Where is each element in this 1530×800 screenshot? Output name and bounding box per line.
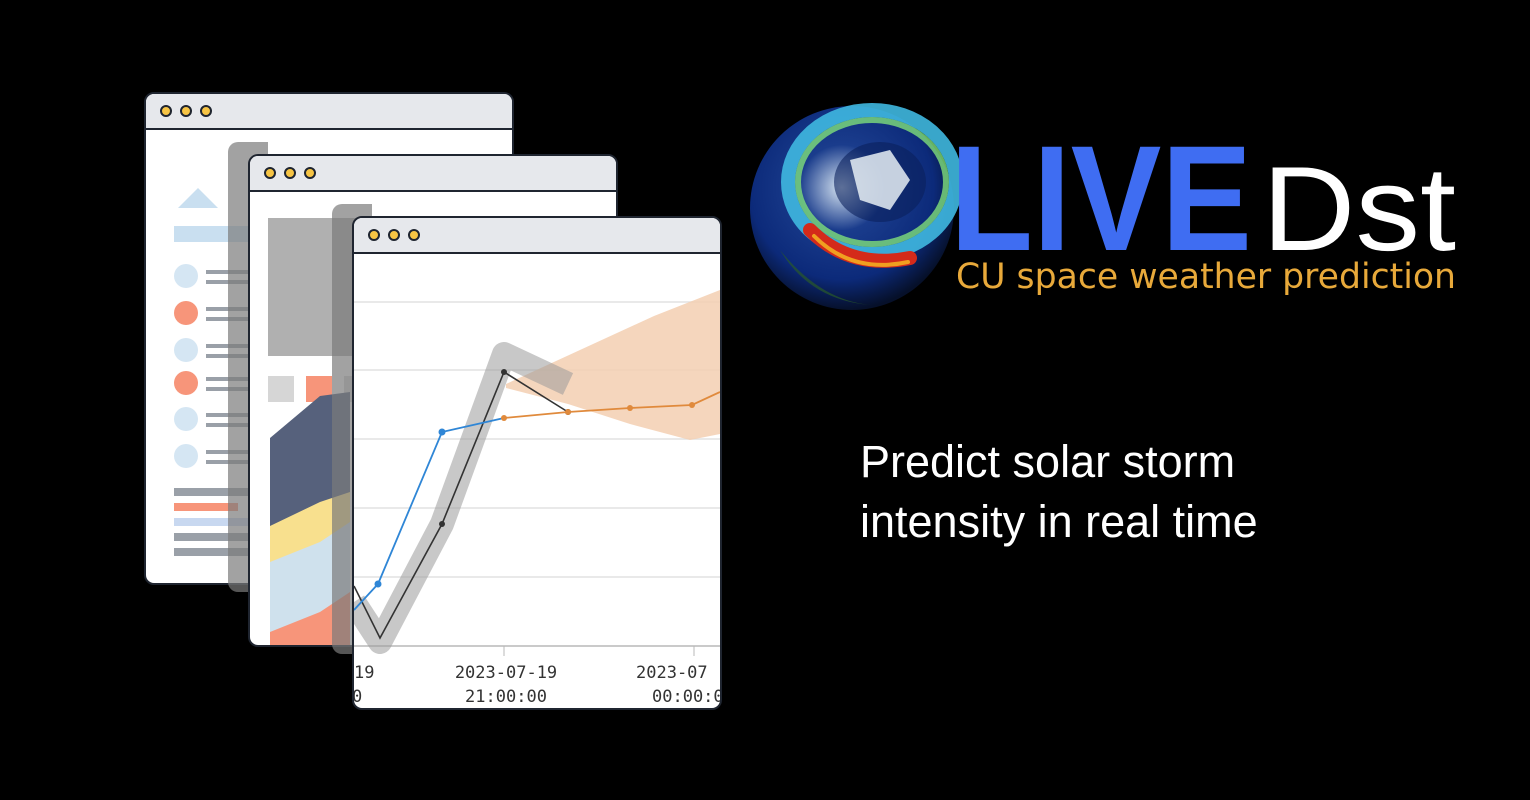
x-tick-label: 2023-07: [636, 663, 708, 683]
window-titlebar: [250, 156, 616, 192]
forecast-point: [627, 405, 633, 411]
x-tick-label: 19: [354, 663, 374, 683]
tagline-line-2: intensity in real time: [860, 496, 1258, 547]
window-titlebar: [146, 94, 512, 130]
brand-name-live: LIVE: [950, 114, 1252, 282]
x-tick-label: 00:00:0: [652, 687, 720, 707]
window-control-dot-icon: [388, 229, 400, 241]
window-control-dot-icon: [304, 167, 316, 179]
window-control-dot-icon: [408, 229, 420, 241]
x-tick-label: 0: [354, 687, 362, 707]
brand-subtitle: CU space weather prediction: [956, 257, 1456, 297]
window-control-dot-icon: [368, 229, 380, 241]
window-control-dot-icon: [180, 105, 192, 117]
x-tick-label: 2023-07-19: [455, 663, 557, 683]
forecast-band: [506, 290, 720, 440]
model-point: [501, 369, 507, 375]
observed-point: [438, 428, 446, 436]
window-control-dot-icon: [284, 167, 296, 179]
mockup-content-chart: [268, 218, 370, 645]
observed-point: [374, 580, 382, 588]
forecast-point: [565, 409, 571, 415]
mockup-window-front: 19 0 2023-07-19 21:00:00 2023-07 00:00:0: [352, 216, 722, 710]
window-control-dot-icon: [200, 105, 212, 117]
globe-aurora-icon: [750, 103, 963, 310]
window-titlebar: [354, 218, 720, 254]
tagline: Predict solar storm intensity in real ti…: [860, 432, 1258, 552]
forecast-point: [501, 415, 507, 421]
tagline-line-1: Predict solar storm: [860, 436, 1236, 487]
model-point: [439, 521, 445, 527]
forecast-point: [689, 402, 695, 408]
forecast-chart: 19 0 2023-07-19 21:00:00 2023-07 00:00:0: [354, 290, 720, 707]
triangle-shape-icon: [178, 188, 218, 208]
brand-name-dst: Dst: [1262, 142, 1456, 276]
model-band: [354, 342, 574, 654]
area-layer: [270, 392, 350, 526]
x-tick-label: 21:00:00: [465, 687, 547, 707]
window-control-dot-icon: [160, 105, 172, 117]
brand-logo: LIVE Dst CU space weather prediction: [750, 103, 1456, 310]
observed-series-line: [354, 417, 505, 611]
window-control-dot-icon: [264, 167, 276, 179]
